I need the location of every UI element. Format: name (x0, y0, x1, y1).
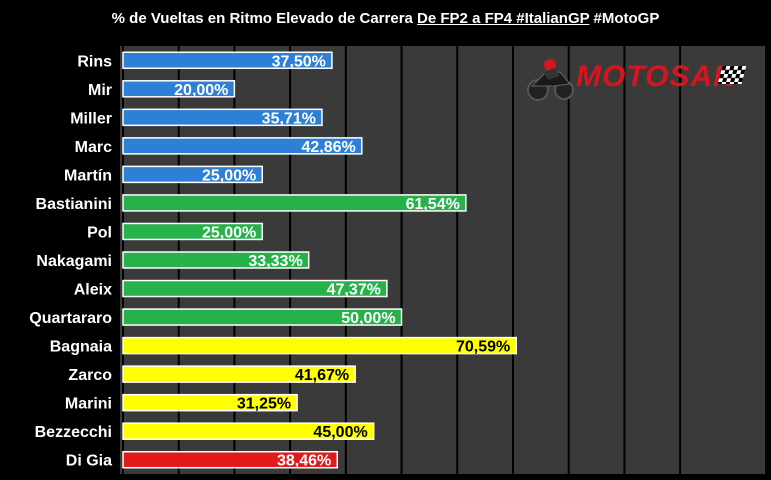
category-label: Miller (70, 110, 112, 127)
bar (122, 165, 264, 184)
category-label: Martín (64, 167, 112, 184)
bar (122, 108, 323, 127)
category-label: Bastianini (36, 196, 112, 213)
category-label: Rins (77, 53, 112, 70)
title-prefix: % de Vueltas en Ritmo Elevado de Carrera (111, 10, 418, 27)
category-label: Nakagami (36, 253, 112, 270)
bar (122, 450, 339, 469)
bar (122, 222, 264, 241)
data-label: 35,71% (262, 110, 316, 127)
bar (122, 279, 388, 298)
data-label: 25,00% (202, 224, 256, 241)
category-label: Bezzecchi (35, 424, 112, 441)
bar (122, 51, 333, 70)
motorbike-rider-icon (527, 59, 574, 101)
data-label: 33,33% (248, 253, 302, 270)
data-label: 41,67% (295, 367, 349, 384)
data-label: 31,25% (237, 396, 291, 413)
bar (122, 365, 356, 383)
data-label: 42,86% (302, 139, 356, 156)
bar (122, 251, 310, 269)
data-label: 37,50% (272, 53, 326, 70)
motosan-logo: MOTOSAN (524, 56, 754, 102)
title-suffix: #MotoGP (589, 10, 660, 27)
data-label: 50,00% (341, 310, 395, 327)
data-label: 61,54% (406, 196, 460, 213)
category-label: Marc (75, 139, 112, 156)
category-label: Marini (65, 396, 112, 413)
data-label: 47,37% (327, 282, 381, 299)
bar (122, 194, 467, 212)
data-label: 45,00% (313, 424, 367, 441)
category-label: Zarco (68, 367, 112, 384)
category-label: Quartararo (29, 310, 112, 327)
bar (122, 308, 403, 326)
checkered-flag-icon (717, 66, 747, 84)
logo-text: MOTOSAN (576, 60, 736, 93)
data-label: 25,00% (202, 167, 256, 184)
data-label: 20,00% (174, 82, 228, 99)
bar (122, 80, 236, 98)
data-label: 38,46% (277, 453, 331, 470)
bar (122, 393, 298, 412)
bar (122, 422, 375, 440)
category-label: Pol (87, 224, 112, 241)
title-underlined: De FP2 a FP4 #ItalianGP (417, 10, 590, 27)
category-label: Mir (88, 82, 112, 99)
category-label: Bagnaia (50, 339, 112, 356)
chart-title: % de Vueltas en Ritmo Elevado de Carrera… (0, 10, 771, 27)
category-label: Aleix (74, 282, 112, 299)
category-label: Di Gia (66, 453, 112, 470)
data-label: 70,59% (456, 339, 510, 356)
bar (122, 336, 518, 355)
bar (122, 137, 363, 155)
